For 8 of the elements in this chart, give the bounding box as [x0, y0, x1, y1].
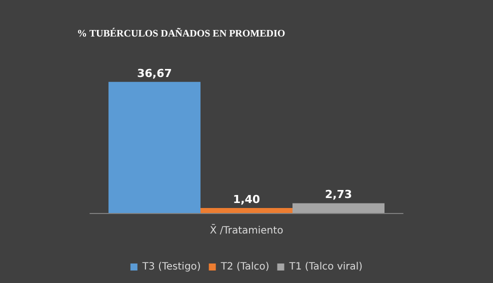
legend-label: T1 (Talco viral) — [288, 262, 363, 272]
chart-title: % TUBÉRCULOS DAÑADOS EN PROMEDIO — [77, 28, 286, 40]
data-label: 36,67 — [137, 66, 172, 80]
data-label: 1,40 — [232, 192, 260, 206]
data-label: 2,73 — [324, 188, 352, 202]
legend-label: T3 (Testigo) — [141, 262, 201, 272]
x-axis-title: X̄ /Tratamiento — [210, 224, 284, 236]
legend-label: T2 (Talco) — [220, 262, 270, 272]
